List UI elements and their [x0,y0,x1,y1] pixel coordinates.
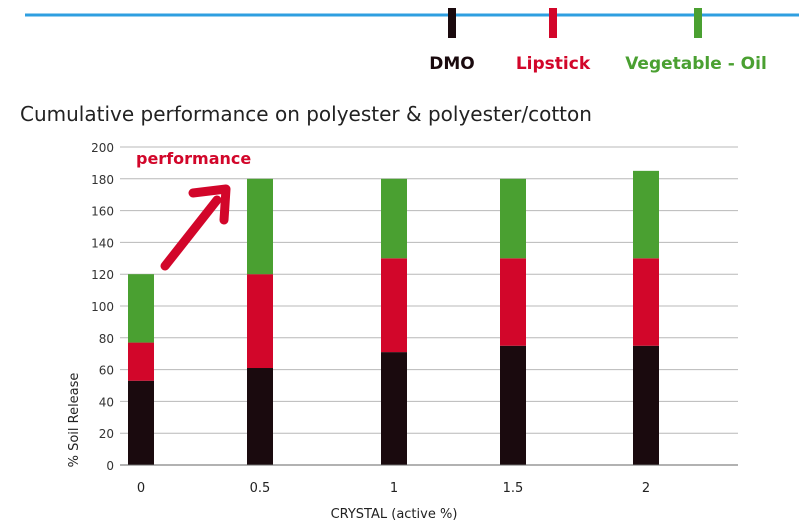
bar-lipstick-0 [128,342,154,381]
bar-dmo-3 [500,345,526,465]
bar-lipstick-4 [633,258,659,346]
y-tick-label: 100 [91,300,114,314]
y-axis-label: % Soil Release [67,373,82,468]
x-tick-label: 1 [390,481,398,496]
bar-lipstick-1 [247,274,273,369]
x-tick-label: 0.5 [250,481,271,496]
x-tick-label: 0 [137,481,145,496]
legend-label: Vegetable - Oil [625,54,767,74]
y-tick-label: 200 [91,141,114,155]
bar-vegetable-oil-2 [381,178,407,259]
bar-lipstick-3 [500,258,526,346]
x-tick-label: 1.5 [503,481,524,496]
legend: DMO Lipstick Vegetable - Oil [429,8,767,74]
y-tick-label: 60 [99,364,114,378]
chart-title: Cumulative performance on polyester & po… [20,102,592,126]
y-tick-label: 160 [91,205,114,219]
bar-dmo-2 [381,352,407,465]
performance-arrow-icon [160,184,231,271]
legend-label: DMO [429,54,474,74]
bars [128,170,659,465]
y-tick-labels: 0 20 40 60 80 100 120 140 160 180 200 [91,141,114,473]
bar-dmo-0 [128,380,154,465]
performance-annotation: performance [136,149,251,168]
legend-swatch [448,8,456,38]
y-tick-label: 180 [91,173,114,187]
legend-label: Lipstick [516,54,591,74]
bar-vegetable-oil-4 [633,170,659,259]
x-tick-label: 2 [642,481,650,496]
y-tick-label: 80 [99,332,114,346]
y-tick-label: 40 [99,395,114,409]
x-tick-labels: 0 0.5 1 1.5 2 [137,481,650,496]
bar-dmo-4 [633,345,659,465]
y-tick-label: 0 [106,459,114,473]
legend-swatch [549,8,557,38]
y-tick-label: 120 [91,268,114,282]
bar-vegetable-oil-1 [247,178,273,275]
y-tick-label: 140 [91,236,114,250]
x-axis-label: CRYSTAL (active %) [331,507,458,522]
bar-vegetable-oil-0 [128,274,154,343]
y-tick-label: 20 [99,427,114,441]
bar-lipstick-2 [381,258,407,353]
bar-vegetable-oil-3 [500,178,526,259]
bar-dmo-1 [247,368,273,465]
legend-swatch [694,8,702,38]
